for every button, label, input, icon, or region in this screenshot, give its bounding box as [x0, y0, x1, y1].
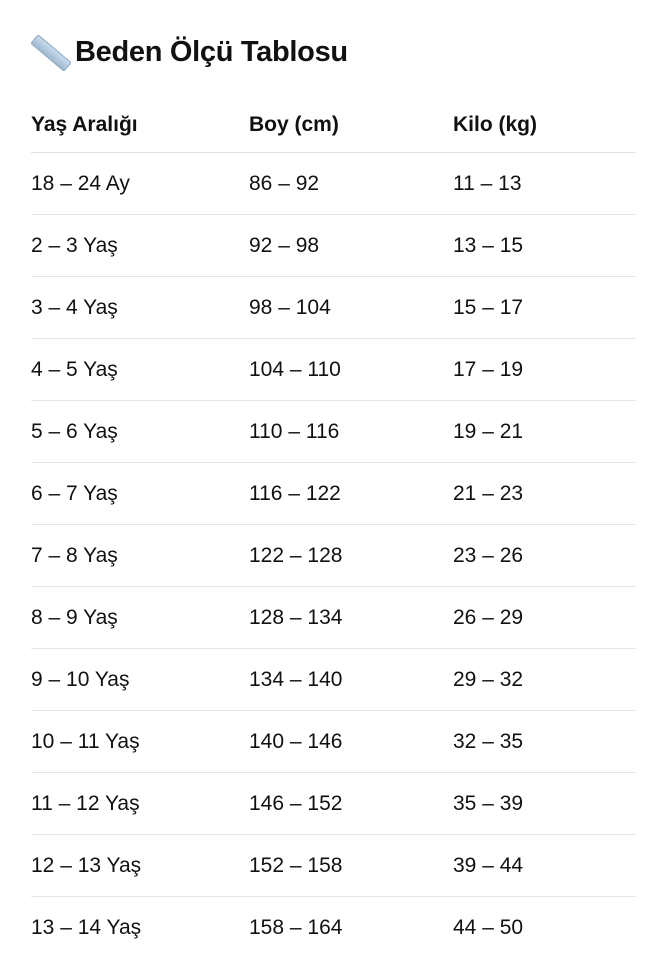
- cell-weight: 35 – 39: [453, 772, 636, 835]
- cell-height: 134 – 140: [249, 648, 453, 711]
- table-row: 5 – 6 Yaş 110 – 116 19 – 21: [31, 400, 636, 463]
- cell-height: 146 – 152: [249, 772, 453, 835]
- table-row: 13 – 14 Yaş 158 – 164 44 – 50: [31, 897, 636, 959]
- cell-height: 152 – 158: [249, 834, 453, 897]
- header-height: Boy (cm): [249, 98, 453, 153]
- table-row: 7 – 8 Yaş 122 – 128 23 – 26: [31, 524, 636, 587]
- cell-weight: 32 – 35: [453, 710, 636, 773]
- table-row: 2 – 3 Yaş 92 – 98 13 – 15: [31, 214, 636, 277]
- table-row: 11 – 12 Yaş 146 – 152 35 – 39: [31, 772, 636, 835]
- cell-age: 18 – 24 Ay: [31, 152, 249, 215]
- table-row: 18 – 24 Ay 86 – 92 11 – 13: [31, 152, 636, 215]
- page-title-text: Beden Ölçü Tablosu: [75, 35, 348, 68]
- cell-height: 116 – 122: [249, 462, 453, 525]
- table-row: 8 – 9 Yaş 128 – 134 26 – 29: [31, 586, 636, 649]
- cell-weight: 19 – 21: [453, 400, 636, 463]
- cell-weight: 17 – 19: [453, 338, 636, 401]
- cell-weight: 11 – 13: [453, 152, 636, 215]
- cell-age: 2 – 3 Yaş: [31, 214, 249, 277]
- ruler-icon: [31, 34, 67, 70]
- page-title: Beden Ölçü Tablosu: [31, 32, 348, 72]
- cell-height: 140 – 146: [249, 710, 453, 773]
- table-row: 10 – 11 Yaş 140 – 146 32 – 35: [31, 710, 636, 773]
- table-row: 9 – 10 Yaş 134 – 140 29 – 32: [31, 648, 636, 711]
- table-row: 12 – 13 Yaş 152 – 158 39 – 44: [31, 834, 636, 897]
- cell-age: 8 – 9 Yaş: [31, 586, 249, 649]
- cell-height: 98 – 104: [249, 276, 453, 339]
- size-chart-table: Yaş Aralığı Boy (cm) Kilo (kg) 18 – 24 A…: [31, 98, 636, 958]
- cell-height: 110 – 116: [249, 400, 453, 463]
- cell-age: 4 – 5 Yaş: [31, 338, 249, 401]
- cell-height: 104 – 110: [249, 338, 453, 401]
- cell-age: 11 – 12 Yaş: [31, 772, 249, 835]
- cell-age: 6 – 7 Yaş: [31, 462, 249, 525]
- table-row: 3 – 4 Yaş 98 – 104 15 – 17: [31, 276, 636, 339]
- cell-weight: 29 – 32: [453, 648, 636, 711]
- cell-height: 128 – 134: [249, 586, 453, 649]
- cell-weight: 15 – 17: [453, 276, 636, 339]
- cell-height: 158 – 164: [249, 915, 343, 939]
- cell-age: 3 – 4 Yaş: [31, 276, 249, 339]
- cell-weight: 39 – 44: [453, 834, 636, 897]
- cell-age: 7 – 8 Yaş: [31, 524, 249, 587]
- cell-age: 9 – 10 Yaş: [31, 648, 249, 711]
- table-row: 6 – 7 Yaş 116 – 122 21 – 23: [31, 462, 636, 525]
- cell-height: 122 – 128: [249, 524, 453, 587]
- cell-weight: 21 – 23: [453, 462, 636, 525]
- cell-height: 86 – 92: [249, 152, 453, 215]
- cell-weight: 13 – 15: [453, 214, 636, 277]
- table-row: 4 – 5 Yaş 104 – 110 17 – 19: [31, 338, 636, 401]
- cell-weight: 44 – 50: [453, 915, 524, 939]
- cell-weight: 26 – 29: [453, 586, 636, 649]
- header-age: Yaş Aralığı: [31, 98, 249, 153]
- cell-age: 10 – 11 Yaş: [31, 710, 249, 773]
- cell-height: 92 – 98: [249, 214, 453, 277]
- cell-weight: 23 – 26: [453, 524, 636, 587]
- cell-age: 13 – 14 Yaş: [31, 915, 142, 939]
- header-weight: Kilo (kg): [453, 98, 636, 153]
- cell-age: 5 – 6 Yaş: [31, 400, 249, 463]
- table-header-row: Yaş Aralığı Boy (cm) Kilo (kg): [31, 98, 636, 153]
- cell-age: 12 – 13 Yaş: [31, 834, 249, 897]
